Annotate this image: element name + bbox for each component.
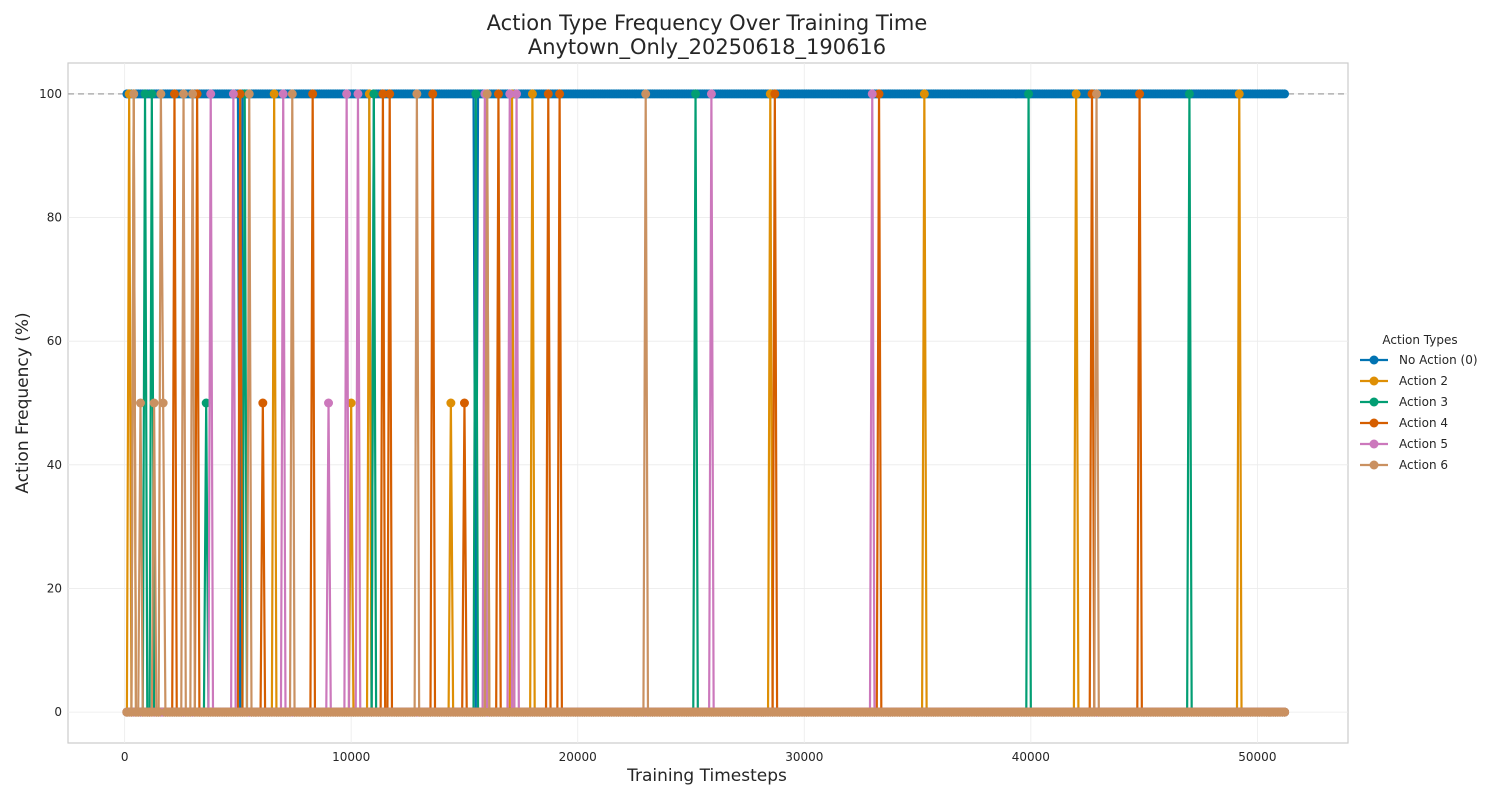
data-point bbox=[505, 89, 515, 99]
data-point bbox=[482, 89, 492, 99]
chart-subtitle: Anytown_Only_20250618_190616 bbox=[528, 35, 886, 60]
series-6 bbox=[122, 89, 1290, 717]
legend-item: Action 4 bbox=[1360, 416, 1448, 430]
data-point bbox=[179, 89, 189, 99]
data-point bbox=[459, 398, 469, 408]
legend-label: Action 4 bbox=[1399, 416, 1448, 430]
data-point bbox=[1234, 89, 1244, 99]
data-point bbox=[527, 89, 537, 99]
data-point bbox=[493, 89, 503, 99]
data-point bbox=[1280, 89, 1290, 99]
legend-item: Action 5 bbox=[1360, 437, 1448, 451]
data-point bbox=[278, 89, 288, 99]
data-point bbox=[543, 89, 553, 99]
data-point bbox=[287, 89, 297, 99]
y-tick-label: 0 bbox=[54, 705, 62, 719]
data-point bbox=[471, 89, 481, 99]
y-tick-label: 60 bbox=[47, 334, 62, 348]
data-point bbox=[235, 89, 245, 99]
data-point bbox=[129, 89, 139, 99]
y-axis-label: Action Frequency (%) bbox=[13, 312, 33, 493]
data-point bbox=[228, 89, 238, 99]
data-point bbox=[369, 89, 379, 99]
x-tick-label: 50000 bbox=[1238, 750, 1276, 764]
x-tick-label: 0 bbox=[121, 750, 129, 764]
x-axis-label: Training Timesteps bbox=[626, 766, 787, 786]
data-point bbox=[412, 89, 422, 99]
data-point bbox=[258, 398, 268, 408]
data-point bbox=[867, 89, 877, 99]
legend-label: Action 2 bbox=[1399, 374, 1448, 388]
legend: Action Types No Action (0) Action 2 Action… bbox=[1360, 333, 1478, 472]
x-tick-label: 30000 bbox=[785, 750, 823, 764]
data-point bbox=[169, 89, 179, 99]
legend-item: Action 3 bbox=[1360, 395, 1448, 409]
data-point bbox=[324, 398, 334, 408]
y-tick-label: 20 bbox=[47, 581, 62, 595]
legend-marker bbox=[1369, 418, 1379, 428]
data-point bbox=[1280, 707, 1290, 717]
x-tick-label: 10000 bbox=[332, 750, 370, 764]
y-tick-label: 80 bbox=[47, 211, 62, 225]
data-point bbox=[378, 89, 388, 99]
legend-label: No Action (0) bbox=[1399, 353, 1478, 367]
data-point bbox=[136, 398, 145, 408]
chart-title: Action Type Frequency Over Training Time bbox=[487, 11, 928, 35]
data-point bbox=[919, 89, 929, 99]
data-point bbox=[140, 89, 150, 99]
data-point bbox=[512, 89, 522, 99]
data-point bbox=[156, 89, 166, 99]
legend-marker bbox=[1369, 460, 1379, 470]
legend-title: Action Types bbox=[1382, 333, 1457, 347]
tick-labels: 0 10000 20000 30000 40000 50000 0 20 40 60 80 100 bbox=[39, 87, 1276, 764]
series-layer bbox=[122, 89, 1290, 717]
data-point bbox=[641, 89, 651, 99]
data-point bbox=[154, 707, 164, 717]
data-point bbox=[342, 89, 352, 99]
legend-marker bbox=[1369, 397, 1379, 407]
data-point bbox=[555, 89, 565, 99]
data-point bbox=[149, 398, 159, 408]
data-point bbox=[1092, 89, 1102, 99]
data-point bbox=[346, 398, 356, 408]
data-point bbox=[353, 89, 363, 99]
data-point bbox=[147, 89, 157, 99]
legend-item: Action 6 bbox=[1360, 458, 1448, 472]
legend-item: No Action (0) bbox=[1360, 353, 1478, 367]
data-point bbox=[308, 89, 318, 99]
data-point bbox=[706, 89, 716, 99]
data-point bbox=[1024, 89, 1034, 99]
data-point bbox=[770, 89, 780, 99]
data-point bbox=[158, 398, 168, 408]
data-point bbox=[206, 89, 216, 99]
x-tick-label: 40000 bbox=[1012, 750, 1050, 764]
data-point bbox=[269, 89, 279, 99]
data-point bbox=[1071, 89, 1081, 99]
data-point bbox=[385, 89, 395, 99]
y-tick-label: 40 bbox=[47, 458, 62, 472]
data-point bbox=[244, 89, 254, 99]
legend-label: Action 5 bbox=[1399, 437, 1448, 451]
y-tick-label: 100 bbox=[39, 87, 62, 101]
legend-marker bbox=[1369, 355, 1379, 365]
data-point bbox=[188, 89, 198, 99]
data-point bbox=[691, 89, 701, 99]
legend-marker bbox=[1369, 439, 1379, 449]
data-point bbox=[1135, 89, 1145, 99]
data-point bbox=[874, 89, 884, 99]
data-point bbox=[201, 398, 211, 408]
legend-item: Action 2 bbox=[1360, 374, 1448, 388]
x-tick-label: 20000 bbox=[559, 750, 597, 764]
legend-label: Action 6 bbox=[1399, 458, 1448, 472]
legend-label: Action 3 bbox=[1399, 395, 1448, 409]
data-point bbox=[1184, 89, 1194, 99]
data-point bbox=[428, 89, 438, 99]
legend-marker bbox=[1369, 376, 1379, 386]
data-point bbox=[446, 398, 456, 408]
